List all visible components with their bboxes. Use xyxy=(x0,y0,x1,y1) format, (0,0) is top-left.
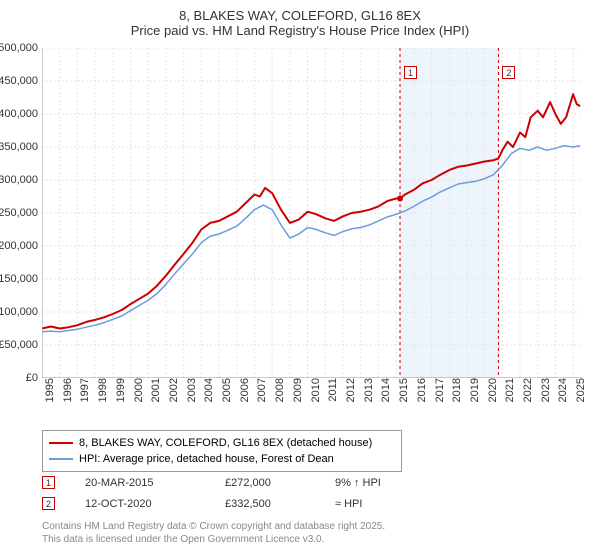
x-tick-label: 2012 xyxy=(343,378,357,402)
x-tick-label: 1998 xyxy=(95,378,109,402)
x-tick-label: 2013 xyxy=(361,378,375,402)
footer: Contains HM Land Registry data © Crown c… xyxy=(42,520,385,546)
footer-line-1: Contains HM Land Registry data © Crown c… xyxy=(42,520,385,533)
chart-area: £0£50,000£100,000£150,000£200,000£250,00… xyxy=(42,48,582,378)
y-tick-label: £50,000 xyxy=(0,339,42,351)
x-tick-label: 2011 xyxy=(325,378,339,402)
x-tick-label: 2024 xyxy=(555,378,569,402)
sale-date: 20-MAR-2015 xyxy=(85,477,195,489)
x-tick-label: 2017 xyxy=(432,378,446,402)
x-tick-label: 2018 xyxy=(449,378,463,402)
legend-label: HPI: Average price, detached house, Fore… xyxy=(79,451,334,467)
sale-row: 2 12-OCT-2020 £332,500 ≈ HPI xyxy=(42,493,582,514)
x-tick-label: 2016 xyxy=(414,378,428,402)
legend-swatch xyxy=(49,442,73,444)
y-tick-label: £300,000 xyxy=(0,174,42,186)
y-tick-label: £500,000 xyxy=(0,42,42,54)
legend-item: 8, BLAKES WAY, COLEFORD, GL16 8EX (detac… xyxy=(49,435,395,451)
y-tick-label: £350,000 xyxy=(0,141,42,153)
sale-marker-badge: 1 xyxy=(404,66,417,79)
x-tick-label: 2021 xyxy=(502,378,516,402)
footer-line-2: This data is licensed under the Open Gov… xyxy=(42,533,385,546)
sale-price: £272,000 xyxy=(225,477,305,489)
sale-date: 12-OCT-2020 xyxy=(85,498,195,510)
sale-delta: ≈ HPI xyxy=(335,498,455,510)
legend: 8, BLAKES WAY, COLEFORD, GL16 8EX (detac… xyxy=(42,430,402,472)
chart-title: 8, BLAKES WAY, COLEFORD, GL16 8EX Price … xyxy=(0,0,600,42)
x-tick-label: 2014 xyxy=(378,378,392,402)
x-tick-label: 2002 xyxy=(166,378,180,402)
x-tick-label: 2023 xyxy=(538,378,552,402)
x-tick-label: 2022 xyxy=(520,378,534,402)
x-tick-label: 2001 xyxy=(148,378,162,402)
y-tick-label: £100,000 xyxy=(0,306,42,318)
y-tick-label: £200,000 xyxy=(0,240,42,252)
sale-row: 1 20-MAR-2015 £272,000 9% ↑ HPI xyxy=(42,472,582,493)
x-tick-label: 2007 xyxy=(254,378,268,402)
y-tick-label: £150,000 xyxy=(0,273,42,285)
sale-price: £332,500 xyxy=(225,498,305,510)
x-tick-label: 2020 xyxy=(485,378,499,402)
legend-item: HPI: Average price, detached house, Fore… xyxy=(49,451,395,467)
x-tick-label: 1997 xyxy=(77,378,91,402)
y-tick-label: £450,000 xyxy=(0,75,42,87)
x-tick-label: 2015 xyxy=(396,378,410,402)
sale-marker-badge: 1 xyxy=(42,476,55,489)
sale-delta: 9% ↑ HPI xyxy=(335,477,455,489)
x-tick-label: 2025 xyxy=(573,378,587,402)
x-tick-label: 2008 xyxy=(272,378,286,402)
x-tick-label: 2009 xyxy=(290,378,304,402)
x-tick-label: 2003 xyxy=(184,378,198,402)
x-tick-label: 2010 xyxy=(308,378,322,402)
y-tick-label: £400,000 xyxy=(0,108,42,120)
legend-swatch xyxy=(49,458,73,460)
x-tick-label: 1996 xyxy=(60,378,74,402)
x-tick-label: 1995 xyxy=(42,378,56,402)
y-tick-label: £250,000 xyxy=(0,207,42,219)
sale-marker-badge: 2 xyxy=(502,66,515,79)
page-container: 8, BLAKES WAY, COLEFORD, GL16 8EX Price … xyxy=(0,0,600,560)
x-tick-label: 2006 xyxy=(237,378,251,402)
x-tick-label: 1999 xyxy=(113,378,127,402)
x-tick-label: 2019 xyxy=(467,378,481,402)
chart-svg xyxy=(42,48,582,378)
title-line-2: Price paid vs. HM Land Registry's House … xyxy=(0,23,600,38)
title-line-1: 8, BLAKES WAY, COLEFORD, GL16 8EX xyxy=(0,8,600,23)
x-tick-label: 2004 xyxy=(201,378,215,402)
x-tick-label: 2005 xyxy=(219,378,233,402)
sale-marker-badge: 2 xyxy=(42,497,55,510)
sales-table: 1 20-MAR-2015 £272,000 9% ↑ HPI 2 12-OCT… xyxy=(42,472,582,514)
y-tick-label: £0 xyxy=(26,372,42,384)
x-tick-label: 2000 xyxy=(131,378,145,402)
legend-label: 8, BLAKES WAY, COLEFORD, GL16 8EX (detac… xyxy=(79,435,372,451)
